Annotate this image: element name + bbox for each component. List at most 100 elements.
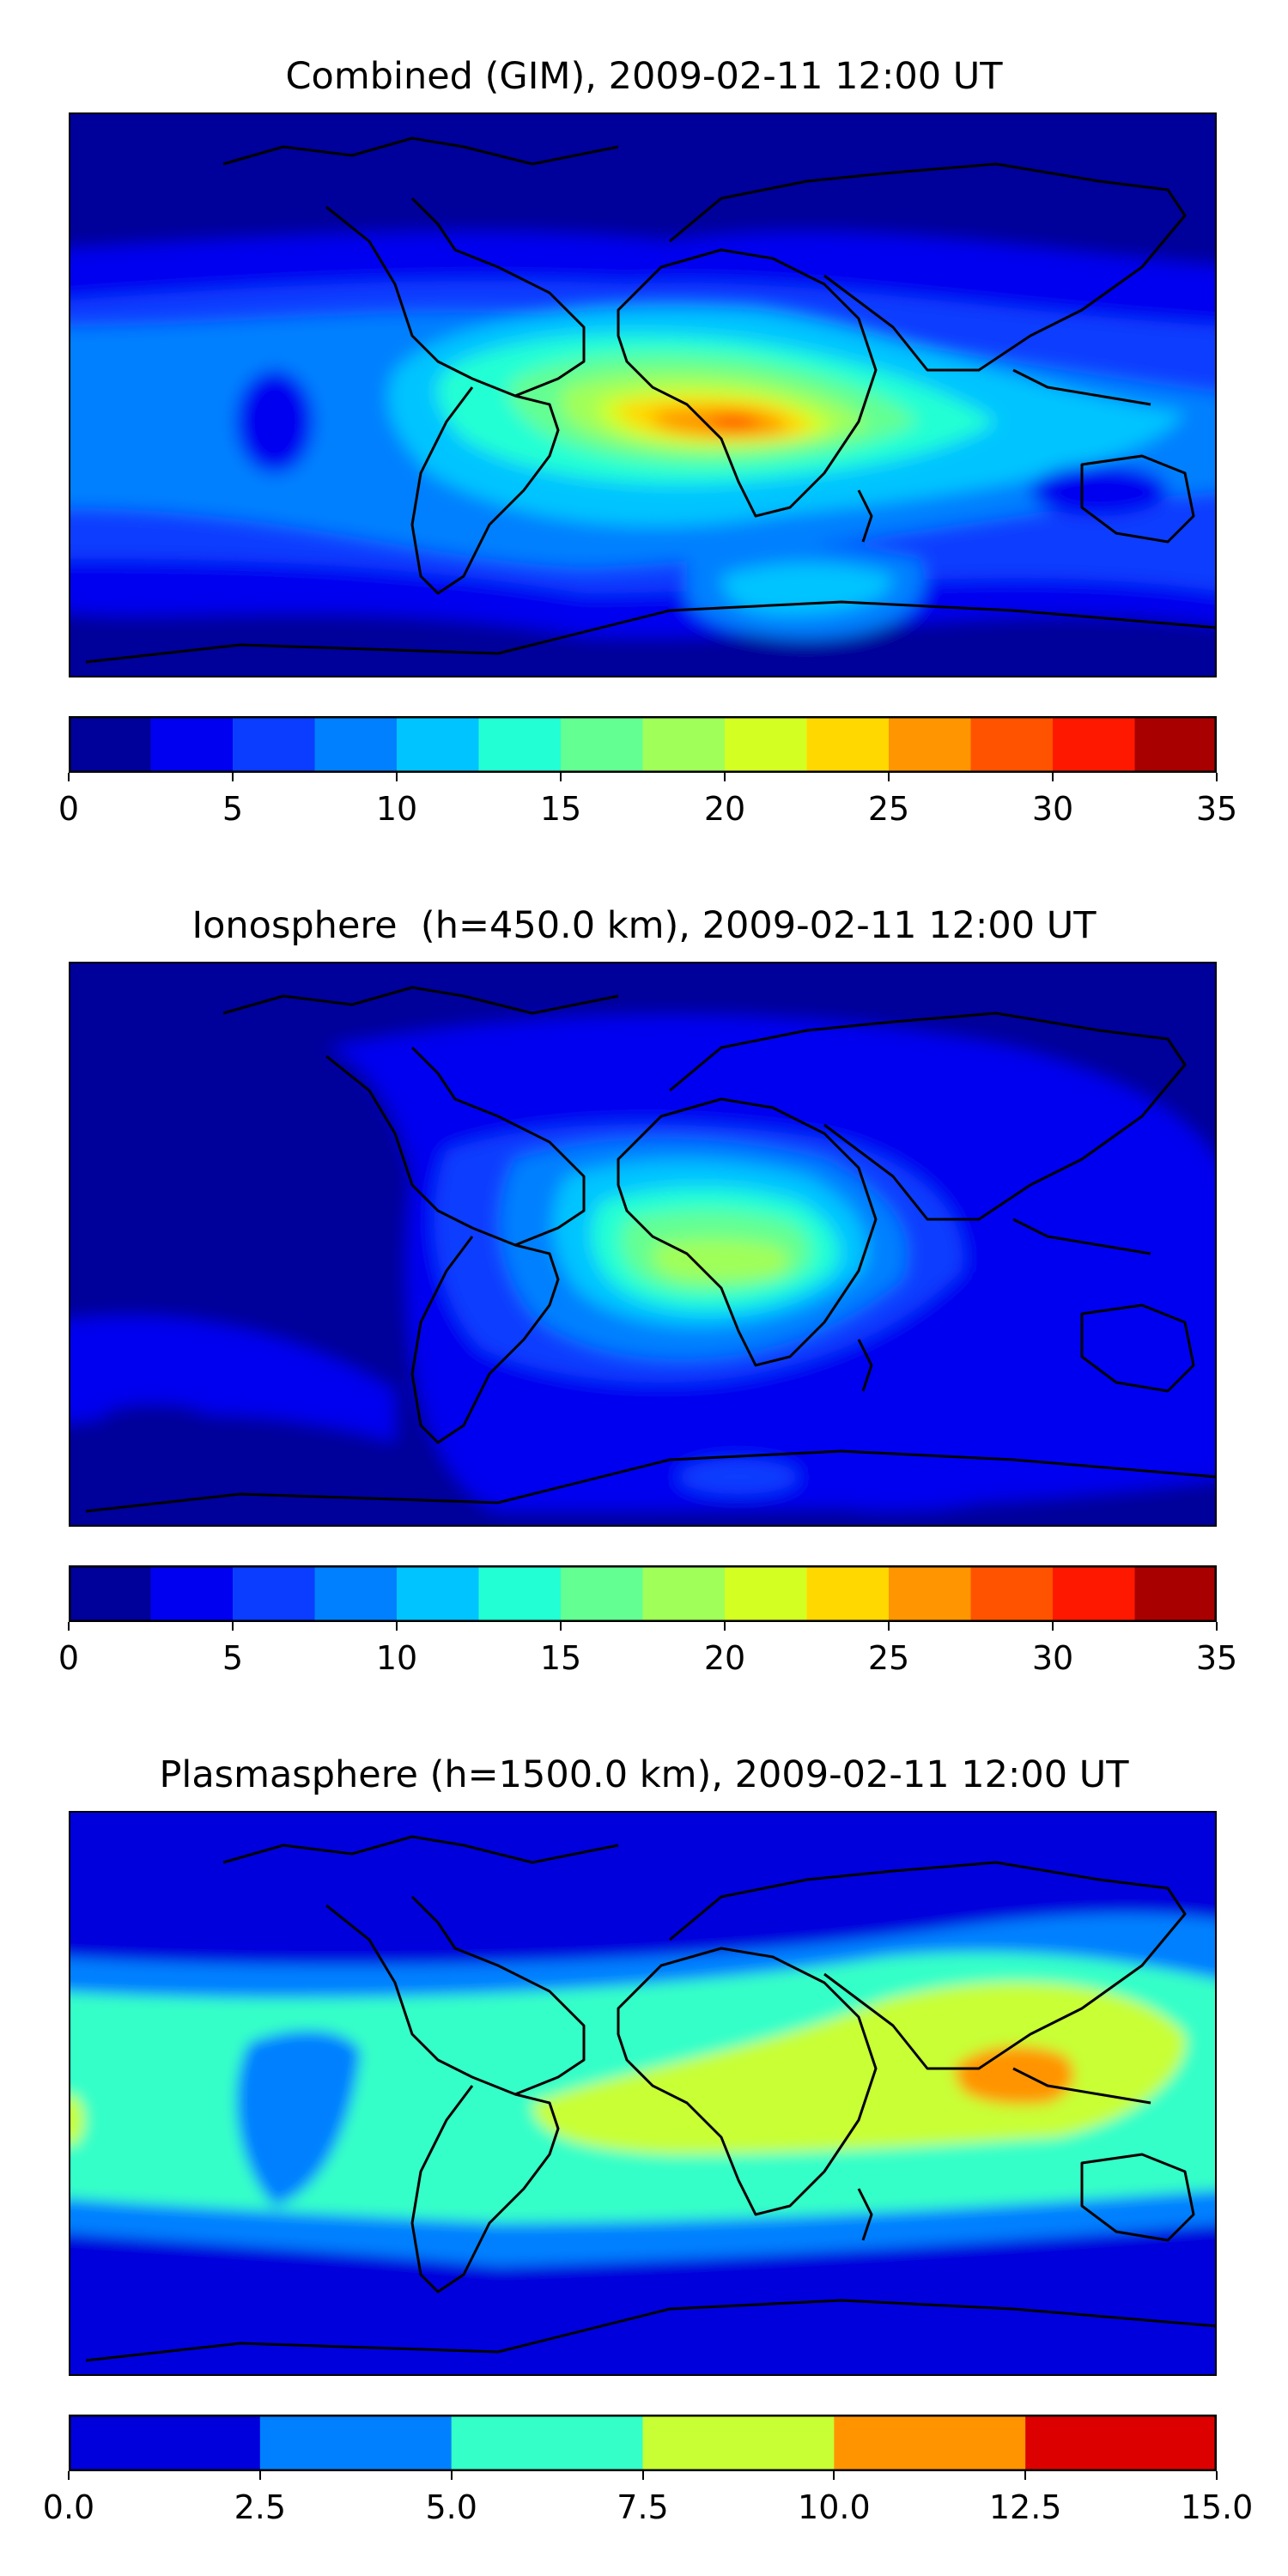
colorbar-segment [725,1565,807,1622]
colorbar-tick-label: 0.0 [42,2488,95,2526]
chart-title-combined: Combined (GIM), 2009-02-11 12:00 UT [285,55,1003,98]
colorbar-tick [560,1622,562,1631]
colorbar-tick [888,1622,890,1631]
colorbar-tick-label: 20 [703,1639,746,1677]
colorbar-tick [232,1622,234,1631]
colorbar-tick-label: 5.0 [425,2488,477,2526]
colorbar-tick [560,773,562,781]
plasmasphere-map [69,1811,1217,2376]
colorbar-segment [834,2415,1026,2471]
colorbar-tick [450,2471,453,2480]
colorbar-tick-label: 15 [539,1639,582,1677]
colorbar-segment [1134,1565,1217,1622]
colorbar-segment [314,1565,398,1622]
colorbar-tick [833,2471,835,2480]
colorbar-frame [69,716,1217,773]
colorbar-segment [69,716,151,773]
colorbar-tick-label: 25 [867,790,910,828]
colorbar-segment [69,1565,151,1622]
colorbar-tick-label: 12.5 [988,2488,1062,2526]
colorbar-segment [806,1565,890,1622]
colorbar-tick-label: 15.0 [1180,2488,1254,2526]
colorbar-segment [1053,716,1135,773]
colorbar-tick-label: 15 [539,790,582,828]
colorbar-plasmasphere [69,2415,1217,2471]
colorbar-segment [1025,2415,1217,2471]
colorbar-segment [478,1565,562,1622]
colorbar-segment [314,716,398,773]
colorbar-tick-label: 2.5 [234,2488,287,2526]
colorbar-segment [259,2415,453,2471]
colorbar-tick [396,773,398,781]
colorbar-segment [642,2415,835,2471]
colorbar-tick-label: 0 [58,790,80,828]
colorbar-segment [233,716,315,773]
colorbar-tick-label: 10.0 [798,2488,871,2526]
colorbar-tick-label: 35 [1195,790,1238,828]
colorbar-tick [68,2471,70,2480]
colorbar-segment [889,1565,971,1622]
colorbar-tick [1216,773,1218,781]
colorbar-tick [1052,1622,1054,1631]
colorbar-tick-label: 10 [375,1639,418,1677]
coastlines [85,1835,1217,2362]
colorbar-segment [397,1565,479,1622]
colorbar-segment [642,1565,726,1622]
colorbar-ticks-ionosphere: 0 5 10 15 20 25 30 35 [58,1622,1237,1677]
plasmasphere-contours [69,1811,1217,2376]
colorbar-tick-label: 35 [1195,1639,1238,1677]
colorbar-tick-label: 5 [222,790,244,828]
colorbar-tick-label: 7.5 [617,2488,669,2526]
colorbar-frame [69,2415,1217,2471]
colorbar-tick [1216,2471,1218,2480]
colorbar-tick [888,773,890,781]
colorbar-segment [561,716,643,773]
colorbar-segment [1134,716,1217,773]
colorbar-tick [258,2471,261,2480]
colorbar-tick [724,773,726,781]
colorbar-tick [1024,2471,1027,2480]
colorbar-segment [561,1565,643,1622]
coastlines [85,137,1217,664]
combined-contours [69,112,1217,677]
colorbar-tick [232,773,234,781]
colorbar-tick-label: 10 [375,790,418,828]
colorbar-tick-label: 30 [1031,790,1074,828]
colorbar-segment [397,716,479,773]
colorbar-tick [68,773,70,781]
colorbar-tick-label: 5 [222,1639,244,1677]
colorbar-segment [642,716,726,773]
colorbar-segment [1053,1565,1135,1622]
colorbar-segment [233,1565,315,1622]
colorbar-tick-label: 0 [58,1639,80,1677]
colorbar-segment [889,716,971,773]
combined-map [69,112,1217,677]
colorbar-tick [68,1622,70,1631]
colorbar-segment [970,1565,1054,1622]
colorbar-tick-label: 25 [867,1639,910,1677]
colorbar-ticks-plasmasphere: 0.0 2.5 5.0 7.5 10.0 12.5 15.0 [43,2471,1253,2526]
ionosphere-map [69,962,1217,1527]
colorbar-tick-label: 20 [703,790,746,828]
colorbar-tick [724,1622,726,1631]
colorbar-combined [69,716,1217,773]
colorbar-segment [478,716,562,773]
colorbar-segment [150,1565,234,1622]
ionosphere-contours [69,962,1217,1527]
colorbar-segment [150,716,234,773]
colorbar-segment [970,716,1054,773]
colorbar-tick [1216,1622,1218,1631]
colorbar-ionosphere [69,1565,1217,1622]
chart-title-plasmasphere: Plasmasphere (h=1500.0 km), 2009-02-11 1… [159,1753,1129,1796]
colorbar-segment [806,716,890,773]
colorbar-segment [725,716,807,773]
colorbar-ticks-combined: 0 5 10 15 20 25 30 35 [58,773,1237,828]
colorbar-segment [69,2415,261,2471]
coastlines [85,986,1217,1513]
colorbar-frame [69,1565,1217,1622]
colorbar-segment [451,2415,643,2471]
chart-title-ionosphere: Ionosphere (h=450.0 km), 2009-02-11 12:0… [191,904,1097,947]
colorbar-tick [1052,773,1054,781]
colorbar-tick-label: 30 [1031,1639,1074,1677]
colorbar-tick [396,1622,398,1631]
